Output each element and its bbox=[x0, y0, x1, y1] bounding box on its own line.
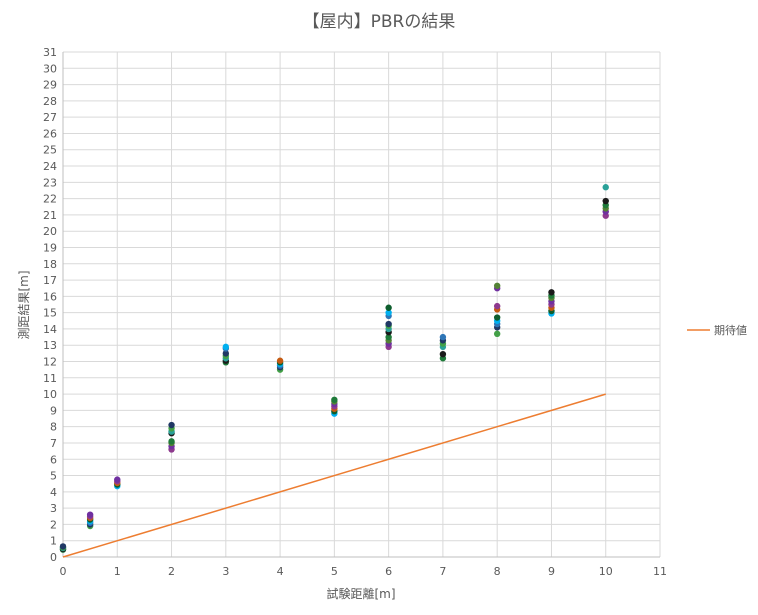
y-tick-label: 23 bbox=[43, 176, 57, 189]
y-tick-label: 31 bbox=[43, 46, 57, 59]
data-points bbox=[59, 184, 609, 553]
data-point bbox=[493, 282, 501, 289]
data-point bbox=[493, 330, 501, 338]
data-point bbox=[493, 302, 501, 310]
data-point bbox=[114, 476, 121, 483]
grid bbox=[62, 51, 661, 558]
data-point bbox=[548, 289, 555, 296]
x-tick-label: 7 bbox=[439, 565, 446, 578]
legend-label-expected: 期待値 bbox=[714, 323, 747, 337]
y-tick-label: 14 bbox=[43, 323, 57, 336]
x-tick-label: 2 bbox=[168, 565, 175, 578]
y-tick-label: 17 bbox=[43, 274, 57, 287]
x-tick-label: 4 bbox=[277, 565, 284, 578]
y-tick-label: 4 bbox=[50, 486, 57, 499]
y-tick-label: 29 bbox=[43, 79, 57, 92]
data-point bbox=[222, 343, 230, 351]
axes: 0123456789101112131415161718192021222324… bbox=[43, 46, 667, 578]
y-tick-label: 20 bbox=[43, 225, 57, 238]
data-point bbox=[222, 350, 230, 357]
y-tick-label: 18 bbox=[43, 258, 57, 271]
y-tick-label: 5 bbox=[50, 470, 57, 483]
y-tick-label: 6 bbox=[50, 453, 57, 466]
data-point bbox=[439, 350, 447, 358]
y-tick-label: 21 bbox=[43, 209, 57, 222]
data-point bbox=[385, 309, 392, 316]
x-tick-label: 11 bbox=[653, 565, 667, 578]
y-tick-label: 1 bbox=[50, 535, 57, 548]
data-point bbox=[385, 304, 392, 311]
data-point bbox=[385, 320, 392, 328]
y-tick-label: 3 bbox=[50, 502, 57, 515]
y-tick-label: 10 bbox=[43, 388, 57, 401]
data-point bbox=[385, 333, 392, 341]
y-tick-label: 30 bbox=[43, 62, 57, 75]
y-tick-label: 7 bbox=[50, 437, 57, 450]
x-axis-label: 試験距離[m] bbox=[326, 586, 395, 601]
x-tick-label: 3 bbox=[222, 565, 229, 578]
expected-line-layer bbox=[62, 393, 606, 558]
y-tick-label: 12 bbox=[43, 356, 57, 369]
chart-title: 【屋内】PBRの結果 bbox=[303, 12, 456, 32]
data-point bbox=[439, 333, 447, 341]
y-tick-label: 13 bbox=[43, 339, 57, 352]
y-tick-label: 19 bbox=[43, 241, 57, 254]
y-tick-label: 0 bbox=[50, 551, 57, 564]
data-point bbox=[602, 197, 609, 205]
x-tick-label: 0 bbox=[60, 565, 67, 578]
y-tick-label: 25 bbox=[43, 144, 57, 157]
y-tick-label: 11 bbox=[43, 372, 57, 385]
data-point bbox=[168, 438, 175, 445]
x-tick-label: 8 bbox=[494, 565, 501, 578]
y-axis-label: 測距結果[m] bbox=[17, 270, 31, 339]
y-tick-label: 26 bbox=[43, 127, 57, 140]
data-point bbox=[168, 421, 175, 429]
y-tick-label: 2 bbox=[50, 518, 57, 531]
data-point bbox=[602, 184, 609, 191]
x-tick-label: 10 bbox=[599, 565, 613, 578]
y-tick-label: 24 bbox=[43, 160, 57, 173]
x-tick-label: 6 bbox=[385, 565, 392, 578]
y-tick-label: 27 bbox=[43, 111, 57, 124]
x-tick-label: 1 bbox=[114, 565, 121, 578]
x-tick-label: 5 bbox=[331, 565, 338, 578]
y-tick-label: 9 bbox=[50, 404, 57, 417]
y-tick-label: 8 bbox=[50, 421, 57, 434]
data-point bbox=[331, 396, 338, 403]
data-point bbox=[493, 314, 501, 321]
y-tick-label: 28 bbox=[43, 95, 57, 108]
y-tick-label: 22 bbox=[43, 193, 57, 206]
data-point bbox=[86, 511, 94, 518]
expected-line bbox=[62, 393, 606, 558]
x-tick-label: 9 bbox=[548, 565, 555, 578]
y-tick-label: 16 bbox=[43, 290, 57, 303]
legend: 期待値 bbox=[687, 323, 747, 337]
data-point bbox=[276, 357, 284, 364]
y-tick-label: 15 bbox=[43, 307, 57, 320]
data-point bbox=[59, 543, 67, 550]
